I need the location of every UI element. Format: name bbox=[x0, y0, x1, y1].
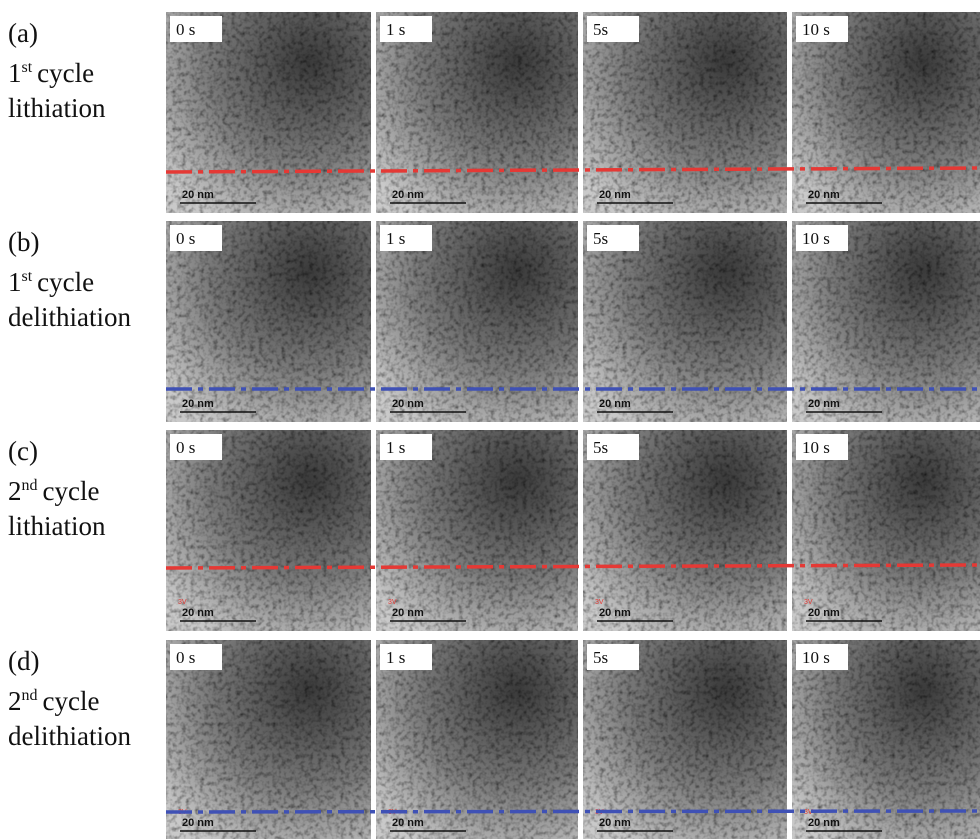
time-box bbox=[796, 16, 848, 42]
time-label: 5s bbox=[593, 438, 608, 457]
scale-label: 20 nm bbox=[808, 398, 840, 410]
tem-image bbox=[583, 12, 787, 213]
tem-image bbox=[583, 430, 787, 631]
cycle-word: cycle bbox=[37, 267, 94, 297]
time-box bbox=[170, 16, 222, 42]
tem-image bbox=[583, 221, 787, 422]
scale-label: 20 nm bbox=[182, 189, 214, 201]
scale-label: 20 nm bbox=[599, 398, 631, 410]
voltage-label: 3V bbox=[388, 599, 397, 606]
tem-image bbox=[166, 430, 371, 631]
scale-label: 20 nm bbox=[808, 189, 840, 201]
time-label: 10 s bbox=[802, 20, 830, 39]
scale-label: 20 nm bbox=[808, 607, 840, 619]
time-box bbox=[587, 644, 639, 670]
tem-image bbox=[583, 640, 787, 839]
time-box bbox=[796, 434, 848, 460]
time-box bbox=[587, 225, 639, 251]
time-label: 5s bbox=[593, 229, 608, 248]
time-box bbox=[170, 434, 222, 460]
time-box bbox=[380, 225, 432, 251]
ordinal-suffix: st bbox=[22, 59, 33, 76]
time-label: 1 s bbox=[386, 229, 405, 248]
time-label: 5s bbox=[593, 648, 608, 667]
time-label: 10 s bbox=[802, 229, 830, 248]
tem-image bbox=[792, 221, 980, 422]
scale-label: 20 nm bbox=[599, 189, 631, 201]
scale-label: 20 nm bbox=[599, 817, 631, 829]
time-label: 0 s bbox=[176, 229, 195, 248]
cycle-word: cycle bbox=[37, 58, 94, 88]
cycle-label: 1st cycle bbox=[8, 267, 94, 297]
ordinal-suffix: nd bbox=[22, 687, 38, 704]
ordinal: 2 bbox=[8, 476, 22, 506]
process-label: lithiation bbox=[8, 511, 106, 541]
time-box bbox=[170, 644, 222, 670]
interface-line bbox=[165, 166, 980, 174]
time-box bbox=[170, 225, 222, 251]
tem-image bbox=[376, 221, 578, 422]
tem-image bbox=[792, 12, 980, 213]
time-label: 1 s bbox=[386, 648, 405, 667]
tem-image bbox=[792, 430, 980, 631]
voltage-label: 3V bbox=[804, 809, 813, 816]
scale-label: 20 nm bbox=[182, 398, 214, 410]
time-box bbox=[587, 434, 639, 460]
cycle-word: cycle bbox=[43, 686, 100, 716]
voltage-label: 3V bbox=[178, 599, 187, 606]
time-label: 0 s bbox=[176, 648, 195, 667]
panel-letter: (b) bbox=[8, 227, 39, 257]
tem-image bbox=[166, 640, 371, 839]
process-label: lithiation bbox=[8, 93, 106, 123]
scale-label: 20 nm bbox=[392, 189, 424, 201]
interface-line bbox=[165, 809, 980, 814]
time-label: 10 s bbox=[802, 648, 830, 667]
tem-image bbox=[166, 221, 371, 422]
time-box bbox=[380, 644, 432, 670]
scale-label: 20 nm bbox=[182, 607, 214, 619]
cycle-word: cycle bbox=[43, 476, 100, 506]
time-box bbox=[380, 16, 432, 42]
ordinal-suffix: st bbox=[22, 268, 33, 285]
scale-label: 20 nm bbox=[392, 607, 424, 619]
tem-image bbox=[792, 640, 980, 839]
tem-image bbox=[376, 430, 578, 631]
panel-letter: (c) bbox=[8, 436, 38, 466]
time-box bbox=[796, 644, 848, 670]
scale-label: 20 nm bbox=[392, 398, 424, 410]
tem-image bbox=[166, 12, 371, 213]
ordinal: 1 bbox=[8, 267, 22, 297]
process-label: delithiation bbox=[8, 302, 131, 332]
time-label: 1 s bbox=[386, 20, 405, 39]
time-box bbox=[380, 434, 432, 460]
interface-line bbox=[165, 563, 980, 570]
time-label: 5s bbox=[593, 20, 608, 39]
time-label: 1 s bbox=[386, 438, 405, 457]
ordinal: 1 bbox=[8, 58, 22, 88]
cycle-label: 2nd cycle bbox=[8, 476, 99, 506]
scale-label: 20 nm bbox=[599, 607, 631, 619]
voltage-label: 3V bbox=[595, 599, 604, 606]
tem-image bbox=[376, 12, 578, 213]
cycle-label: 2nd cycle bbox=[8, 686, 99, 716]
time-label: 0 s bbox=[176, 438, 195, 457]
process-label: delithiation bbox=[8, 721, 131, 751]
ordinal-suffix: nd bbox=[22, 477, 38, 494]
time-box bbox=[587, 16, 639, 42]
panel-letter: (a) bbox=[8, 18, 38, 48]
time-label: 10 s bbox=[802, 438, 830, 457]
time-box bbox=[796, 225, 848, 251]
time-label: 0 s bbox=[176, 20, 195, 39]
scale-label: 20 nm bbox=[392, 817, 424, 829]
scale-label: 20 nm bbox=[182, 817, 214, 829]
cycle-label: 1st cycle bbox=[8, 58, 94, 88]
panel-letter: (d) bbox=[8, 646, 39, 676]
tem-image bbox=[376, 640, 578, 839]
voltage-label: 3V bbox=[804, 599, 813, 606]
ordinal: 2 bbox=[8, 686, 22, 716]
scale-label: 20 nm bbox=[808, 817, 840, 829]
